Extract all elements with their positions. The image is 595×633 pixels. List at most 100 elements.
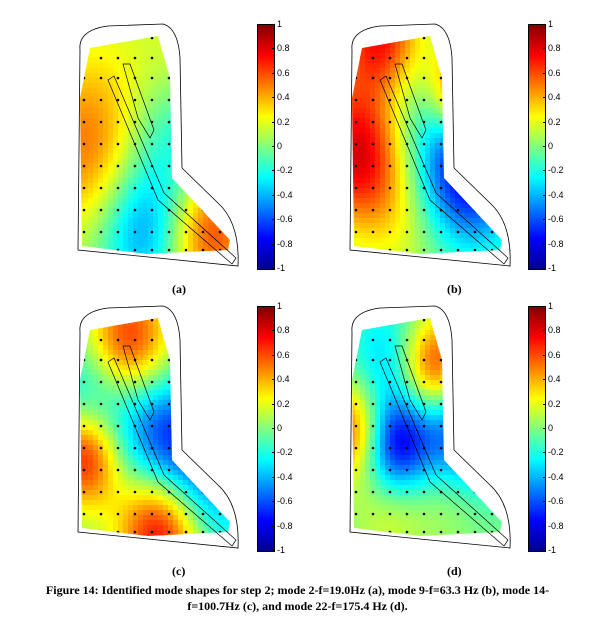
sensor-point [456, 56, 460, 60]
sensor-point [473, 424, 477, 428]
sensor-point [405, 230, 409, 234]
sensor-point [422, 164, 426, 168]
sensor-point [116, 248, 120, 252]
sensor-point [473, 490, 477, 494]
sensor-point [473, 402, 477, 406]
plate-outline [77, 305, 239, 549]
sensor-point [388, 512, 392, 516]
sensor-point [490, 142, 494, 146]
sensor-point [473, 98, 477, 102]
sensor-point [184, 98, 188, 102]
sensor-point [116, 208, 120, 212]
sensor-point [473, 164, 477, 168]
sensor-point [456, 186, 460, 190]
sensor-point [456, 76, 460, 80]
sensor-point [422, 186, 426, 190]
sensor-point [354, 164, 358, 168]
sensor-point [439, 208, 443, 212]
sensor-point [354, 142, 358, 146]
sensor-point [439, 358, 443, 362]
sensor-point [473, 36, 477, 40]
sensor-point [201, 120, 205, 124]
sensor-point [371, 98, 375, 102]
sensor-point [150, 530, 154, 534]
sensor-point [439, 248, 443, 252]
figure-caption: Figure 14: Identified mode shapes for st… [45, 583, 550, 613]
sensor-point [405, 36, 409, 40]
sensor-point [354, 230, 358, 234]
sensor-point [99, 248, 103, 252]
sensor-point [405, 248, 409, 252]
sensor-point [439, 120, 443, 124]
sensor-point [439, 76, 443, 80]
colorbar-tick-label: 0 [277, 141, 283, 151]
colorbar-tick-mark [272, 501, 275, 503]
colorbar-tick-mark [272, 379, 275, 381]
slot-outline [122, 63, 155, 139]
colorbar-tick-label: -1 [277, 545, 286, 555]
sensor-point [218, 380, 222, 384]
sensor-point [405, 490, 409, 494]
colorbar-tick-label: -0.2 [277, 165, 293, 176]
sensor-point [201, 338, 205, 342]
sensor-point [405, 358, 409, 362]
sensor-point [116, 318, 120, 322]
sensor-point [354, 424, 358, 428]
colorbar-tick-mark [272, 170, 275, 172]
sensor-point [218, 76, 222, 80]
sensor-point [150, 208, 154, 212]
sensor-point [82, 164, 86, 168]
colorbar-tick-mark [543, 72, 546, 74]
sensor-point [422, 318, 426, 322]
sensor-point [150, 248, 154, 252]
sensor-point [422, 402, 426, 406]
sensor-point [167, 358, 171, 362]
panel-a [68, 18, 248, 273]
sensor-point [167, 36, 171, 40]
sensor-point [405, 424, 409, 428]
sensor-point [116, 36, 120, 40]
sensor-point [388, 76, 392, 80]
sensor-point [99, 338, 103, 342]
sensor-point [99, 446, 103, 450]
sensor-point [371, 490, 375, 494]
sensor-point [218, 248, 222, 252]
sensor-point [116, 338, 120, 342]
sensor-point [201, 164, 205, 168]
sensor-point [371, 142, 375, 146]
colorbar-tick-mark [543, 476, 546, 478]
colorbar [528, 306, 546, 552]
sensor-point [150, 76, 154, 80]
slot-outline [122, 345, 155, 421]
colorbar-tick-mark [543, 219, 546, 221]
colorbar-tick-label: 0.2 [548, 116, 561, 127]
sensor-point [490, 402, 494, 406]
sensor-point [354, 98, 358, 102]
sensor-point [99, 120, 103, 124]
colorbar-tick-mark [543, 379, 546, 381]
sensor-point [405, 380, 409, 384]
sensor-point [133, 446, 137, 450]
colorbar-tick-label: -0.8 [277, 238, 293, 249]
colorbar-tick-label: -0.8 [548, 238, 564, 249]
sensor-point [167, 142, 171, 146]
sensor-point [82, 230, 86, 234]
sensor-point [133, 36, 137, 40]
sensor-point [456, 248, 460, 252]
sensor-point [371, 318, 375, 322]
sensor-point [473, 208, 477, 212]
sensor-point [490, 490, 494, 494]
sensor-point [405, 402, 409, 406]
sensor-point [371, 186, 375, 190]
sensor-point [490, 56, 494, 60]
sensor-point [184, 424, 188, 428]
sensor-point [150, 446, 154, 450]
colorbar-tick-label: -0.6 [548, 214, 564, 225]
sensor-point [388, 98, 392, 102]
sensor-point [456, 358, 460, 362]
sensor-point [184, 208, 188, 212]
sensor-point [422, 512, 426, 516]
colorbar-tick-mark [543, 550, 546, 551]
sensor-point [456, 530, 460, 534]
sensor-point [150, 468, 154, 472]
